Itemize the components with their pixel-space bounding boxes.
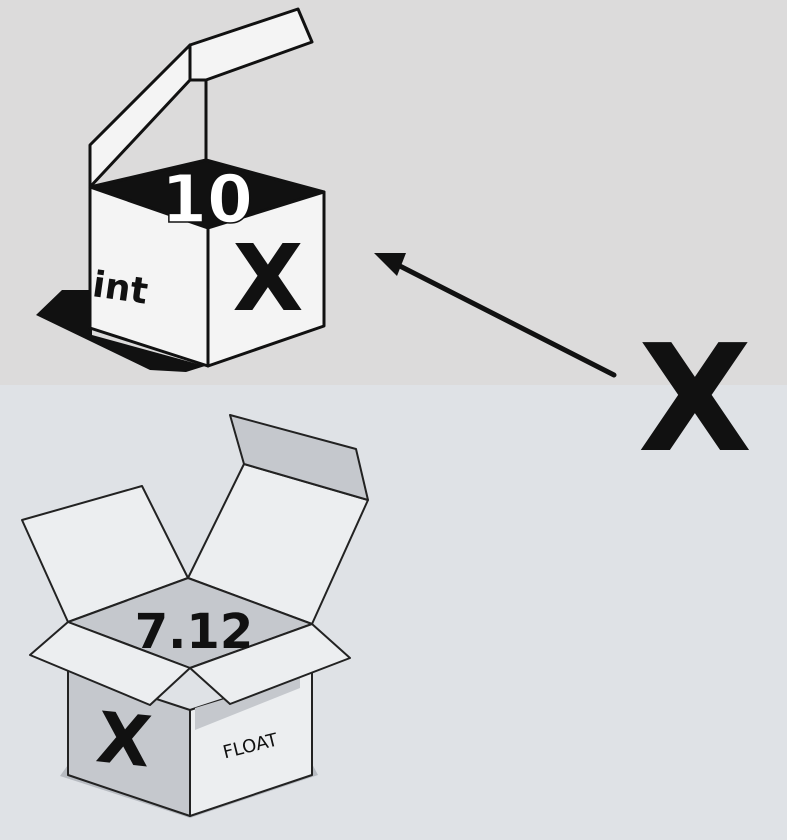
variable-name: X (638, 313, 752, 485)
float-box-inner-shade (195, 676, 300, 730)
int-box-right-face (206, 190, 326, 368)
float-box-flap-front-left (29, 621, 191, 706)
float-box: 7.12 X FLOAT (21, 414, 369, 818)
float-box-flap-front-right (189, 623, 351, 705)
float-box-value: 7.12 (135, 604, 253, 660)
float-box-flap-top (229, 414, 369, 501)
int-box: 10 int X (36, 7, 326, 372)
assignment-arrow (374, 253, 617, 378)
arrow-head (374, 253, 406, 276)
int-box-shadow (36, 290, 205, 372)
float-box-name-label: X (93, 696, 155, 783)
int-box-type-label: int (90, 264, 150, 312)
int-box-value: 10 (161, 161, 253, 238)
int-box-name-label: X (233, 225, 304, 332)
int-box-lid-side (188, 7, 314, 82)
